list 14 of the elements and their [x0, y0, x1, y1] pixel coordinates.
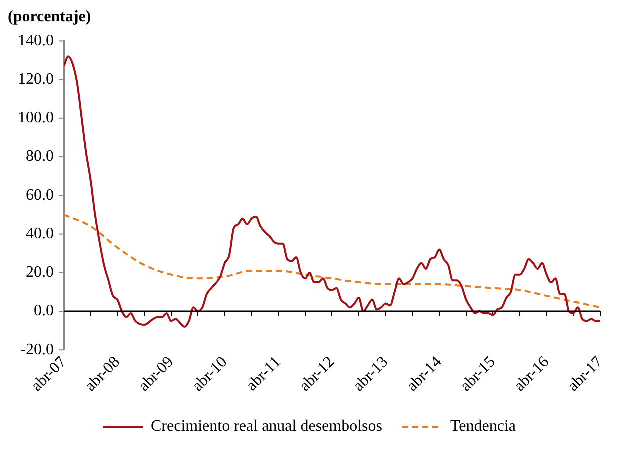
y-tick-label: 140.0: [18, 32, 54, 50]
y-tick-label: 80.0: [26, 148, 54, 166]
line-series: [64, 214, 600, 309]
y-tick-label: -20.0: [20, 341, 54, 358]
y-tick-label: 20.0: [26, 264, 54, 282]
legend-label: Crecimiento real anual desembolsos: [151, 418, 382, 436]
y-tick-label: 40.0: [26, 225, 54, 242]
y-axis-title: (porcentaje): [8, 8, 92, 26]
y-tick-label: 0.0: [34, 302, 54, 320]
line-series: [64, 56, 600, 328]
y-tick-label: 100.0: [18, 110, 54, 127]
y-tick-label: 60.0: [26, 186, 54, 204]
y-tick-label: 120.0: [18, 71, 54, 88]
legend-label: Tendencia: [450, 418, 516, 436]
